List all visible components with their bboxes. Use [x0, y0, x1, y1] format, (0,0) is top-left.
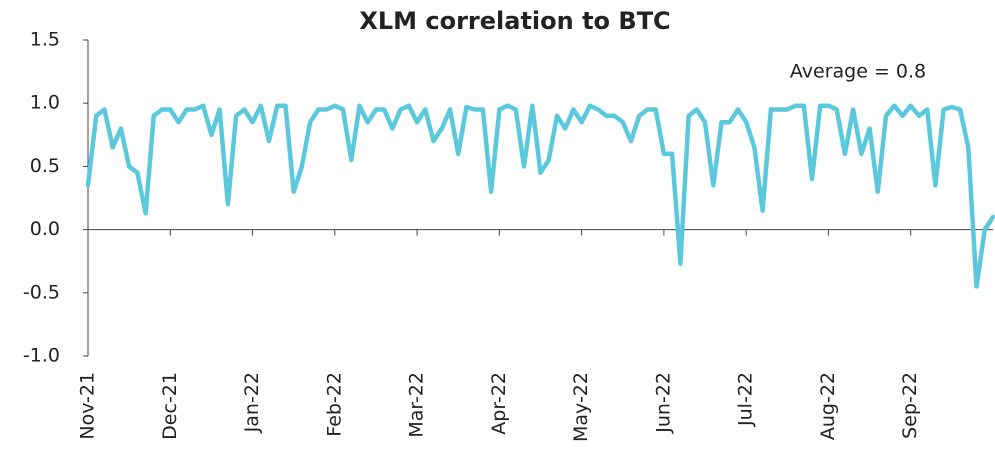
x-tick-label: Jul-22 — [735, 372, 757, 427]
x-tick-label: Jun-22 — [652, 372, 674, 434]
y-tick-label: 1.5 — [30, 29, 60, 51]
y-tick-label: 1.0 — [30, 92, 60, 114]
y-tick-label: -1.0 — [23, 345, 60, 367]
y-tick-label: -0.5 — [23, 281, 60, 303]
x-tick-label: Jan-22 — [241, 372, 263, 433]
chart-title: XLM correlation to BTC — [359, 7, 670, 35]
x-tick-label: Sep-22 — [899, 372, 921, 439]
line-series — [85, 103, 995, 289]
x-tick-label: Dec-21 — [159, 372, 181, 440]
x-tick-label: Apr-22 — [488, 372, 510, 435]
x-tick-label: Aug-22 — [817, 372, 839, 440]
x-tick-label: Nov-21 — [77, 372, 99, 440]
x-tick-label: Mar-22 — [406, 372, 428, 438]
y-tick-label: 0.0 — [30, 218, 60, 240]
y-tick-label: 0.5 — [30, 155, 60, 177]
x-tick-label: Feb-22 — [323, 372, 345, 437]
x-tick-label: May-22 — [570, 372, 592, 442]
annotation: Average = 0.8 — [790, 61, 926, 83]
